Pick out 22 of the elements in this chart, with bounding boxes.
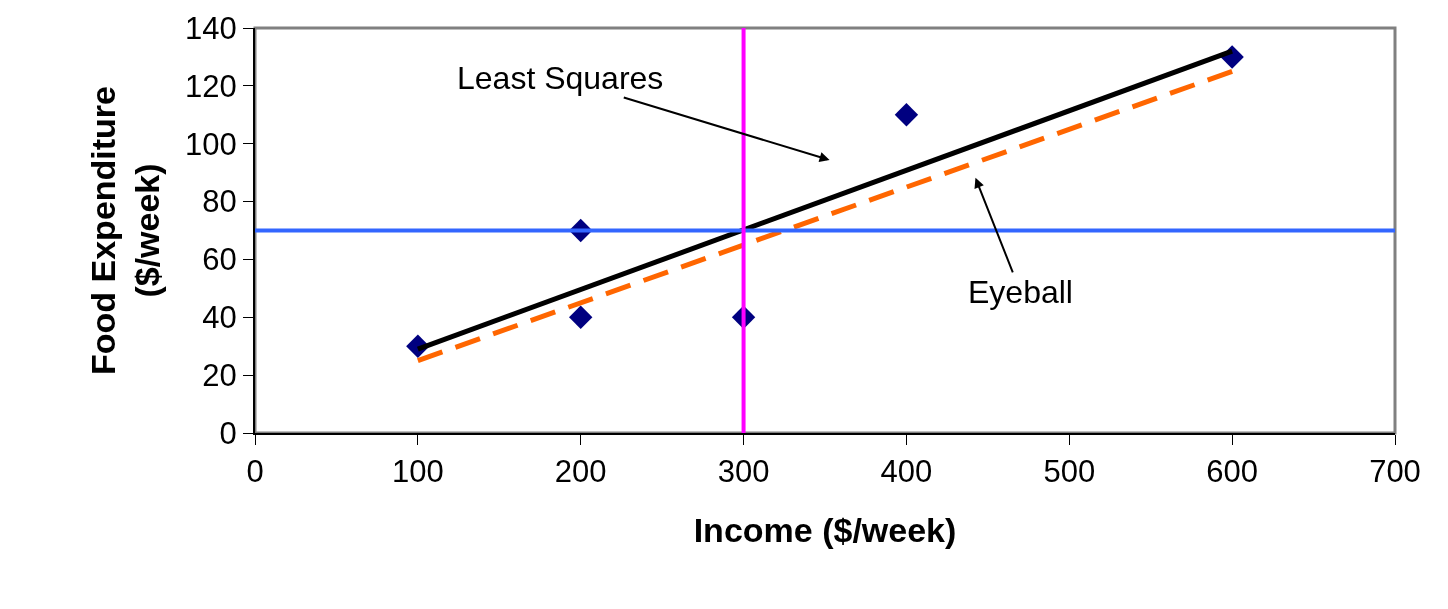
- x-tick-label: 500: [1043, 454, 1096, 490]
- y-tick-label: 60: [202, 242, 237, 278]
- y-tick-label: 100: [185, 126, 237, 162]
- y-tick-label: 40: [202, 300, 237, 336]
- x-tick-label: 600: [1206, 454, 1259, 490]
- y-tick-label: 20: [202, 357, 237, 393]
- x-tick-label: 100: [391, 454, 444, 490]
- x-tick-label: 300: [717, 454, 770, 490]
- y-tick-label: 140: [185, 10, 237, 46]
- x-tick-label: 700: [1369, 454, 1421, 490]
- x-tick-label: 0: [246, 454, 264, 490]
- y-axis-title: Food Expenditure ($/week): [83, 86, 167, 375]
- annotation: Least Squares: [457, 60, 664, 96]
- y-tick-label: 0: [219, 415, 237, 451]
- point: [569, 305, 593, 329]
- point: [894, 103, 919, 127]
- x-tick-label: 200: [554, 454, 607, 490]
- y-tick-label: 120: [185, 68, 237, 104]
- annotation: Eyeball: [968, 274, 1073, 310]
- y-tick-label: 80: [202, 184, 237, 220]
- x-axis-title: Income ($/week): [693, 511, 957, 549]
- x-tick-label: 400: [880, 454, 933, 490]
